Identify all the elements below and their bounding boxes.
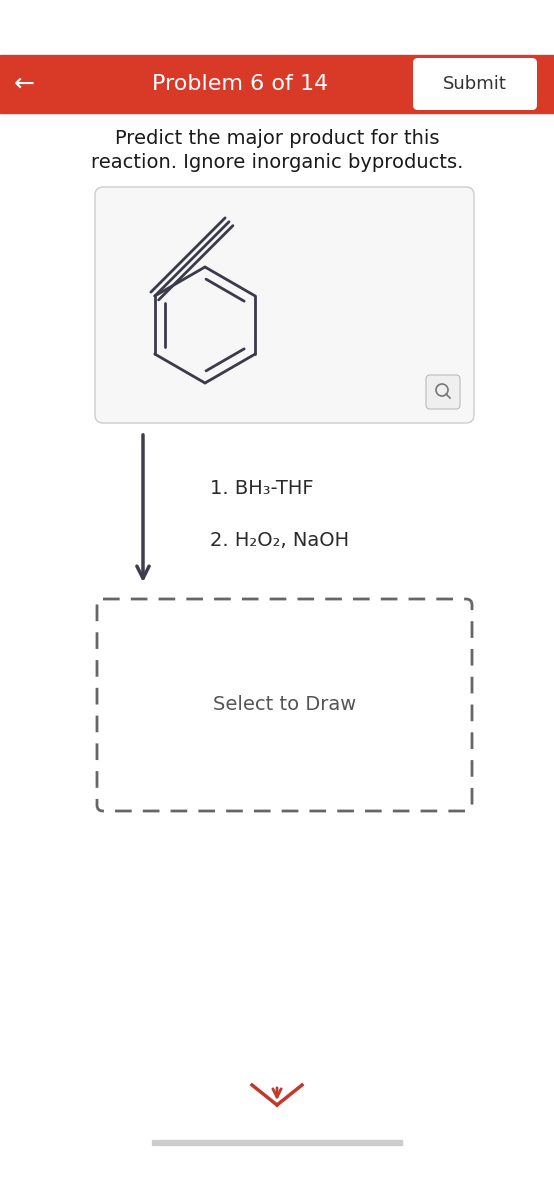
Bar	[0, 55, 554, 113]
Text: Problem 6 of 14: Problem 6 of 14	[152, 74, 328, 94]
Text: Predict the major product for this: Predict the major product for this	[115, 128, 439, 148]
FancyBboxPatch shape	[97, 599, 472, 811]
Text: ←: ←	[13, 72, 34, 96]
Text: 1. BH₃-THF: 1. BH₃-THF	[210, 479, 314, 498]
FancyBboxPatch shape	[426, 374, 460, 409]
Bar	[152, 1140, 402, 1145]
Text: Select to Draw: Select to Draw	[213, 696, 356, 714]
FancyBboxPatch shape	[413, 58, 537, 110]
FancyBboxPatch shape	[95, 187, 474, 422]
Text: 2. H₂O₂, NaOH: 2. H₂O₂, NaOH	[210, 530, 349, 550]
Text: reaction. Ignore inorganic byproducts.: reaction. Ignore inorganic byproducts.	[91, 154, 463, 173]
Text: Submit: Submit	[443, 74, 507, 92]
